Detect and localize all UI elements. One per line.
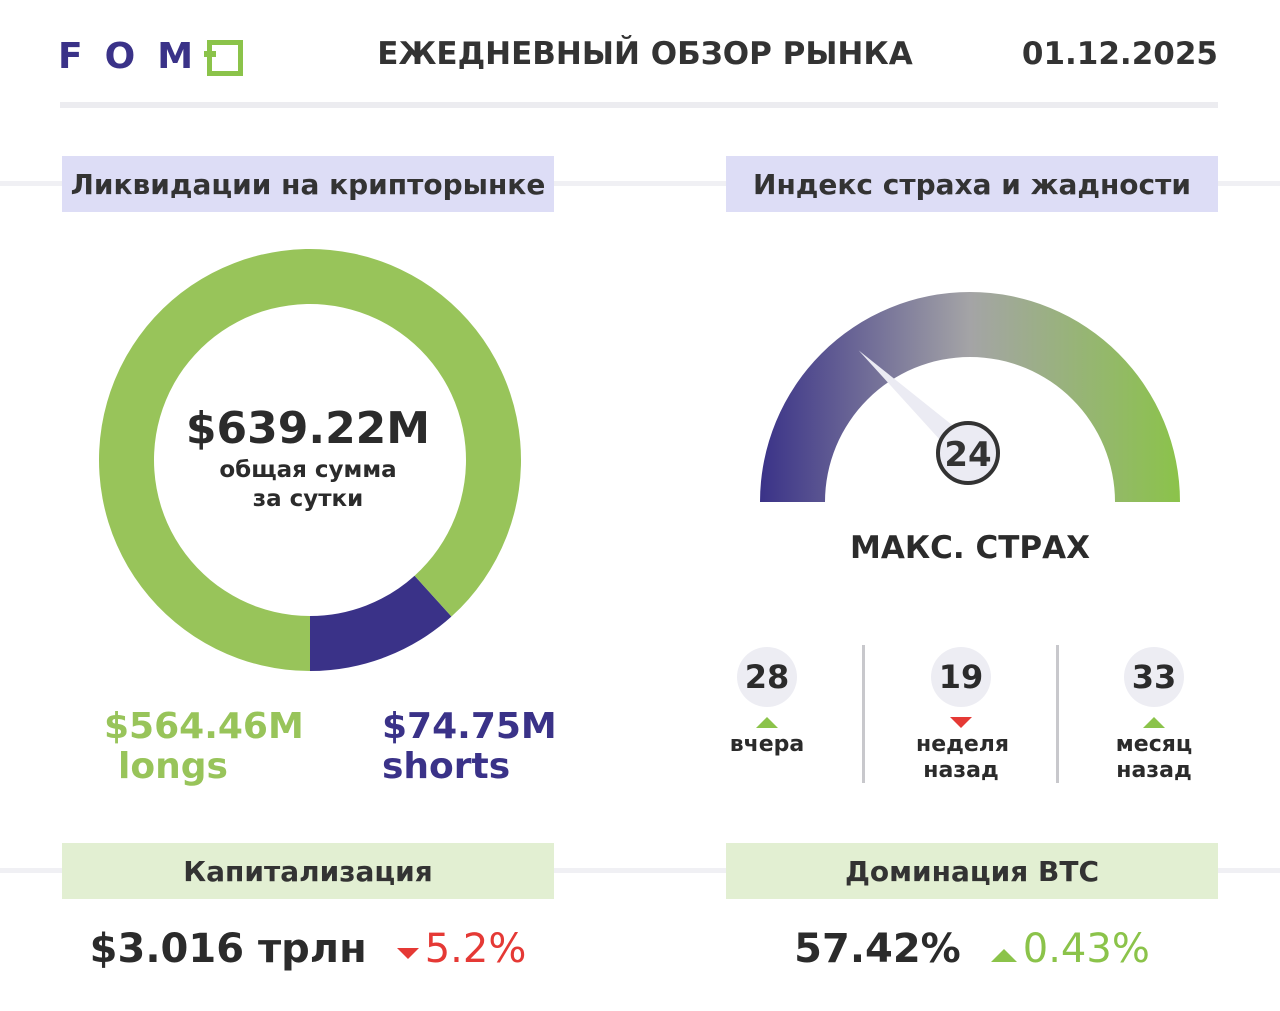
trend-down-icon	[396, 947, 419, 959]
liquidations-donut	[99, 249, 521, 671]
gauge-arc	[760, 292, 1180, 502]
divider	[862, 645, 865, 783]
logo-mark-box	[207, 40, 243, 76]
capitalization-row: $3.016 трлн 5.2%	[62, 926, 554, 972]
trend-up-icon	[990, 948, 1017, 962]
page-title: ЕЖЕДНЕВНЫЙ ОБЗОР РЫНКА	[377, 36, 913, 72]
gauge-value: 24	[944, 435, 991, 475]
history-yesterday: 28 вчера	[722, 647, 812, 758]
divider	[1056, 645, 1059, 783]
section-line	[0, 868, 1280, 873]
header-divider	[60, 102, 1218, 108]
fomo-logo: FOM	[58, 36, 216, 77]
gauge-label: МАКС. СТРАХ	[849, 530, 1090, 566]
btc-dominance-row: 57.42% 0.43%	[726, 926, 1218, 972]
section-line	[0, 181, 1280, 186]
btc-dominance-heading: Доминация BTC	[726, 843, 1218, 899]
shorts: $74.75M shorts	[382, 706, 557, 787]
history-month: 33 месяц назад	[1109, 647, 1199, 784]
report-date: 01.12.2025	[1021, 36, 1218, 72]
btc-dominance-change: 0.43%	[1022, 926, 1150, 972]
btc-dominance-value: 57.42%	[794, 926, 961, 972]
fear-greed-heading: Индекс страха и жадности	[726, 156, 1218, 212]
total-liquidations: $639.22M	[185, 403, 431, 454]
donut-slice-shorts	[310, 575, 452, 671]
longs: $564.46M longs	[104, 706, 304, 787]
capitalization-change: 5.2%	[424, 926, 527, 972]
liquidations-heading: Ликвидации на крипторынке	[62, 156, 554, 212]
fear-greed-gauge: 24	[760, 292, 1180, 502]
gauge-value-circle	[936, 421, 1000, 485]
capitalization-heading: Капитализация	[62, 843, 554, 899]
total-caption: общая сумма за сутки	[219, 457, 397, 512]
capitalization-value: $3.016 трлн	[89, 926, 367, 972]
history-week: 19 неделя назад	[916, 647, 1009, 784]
